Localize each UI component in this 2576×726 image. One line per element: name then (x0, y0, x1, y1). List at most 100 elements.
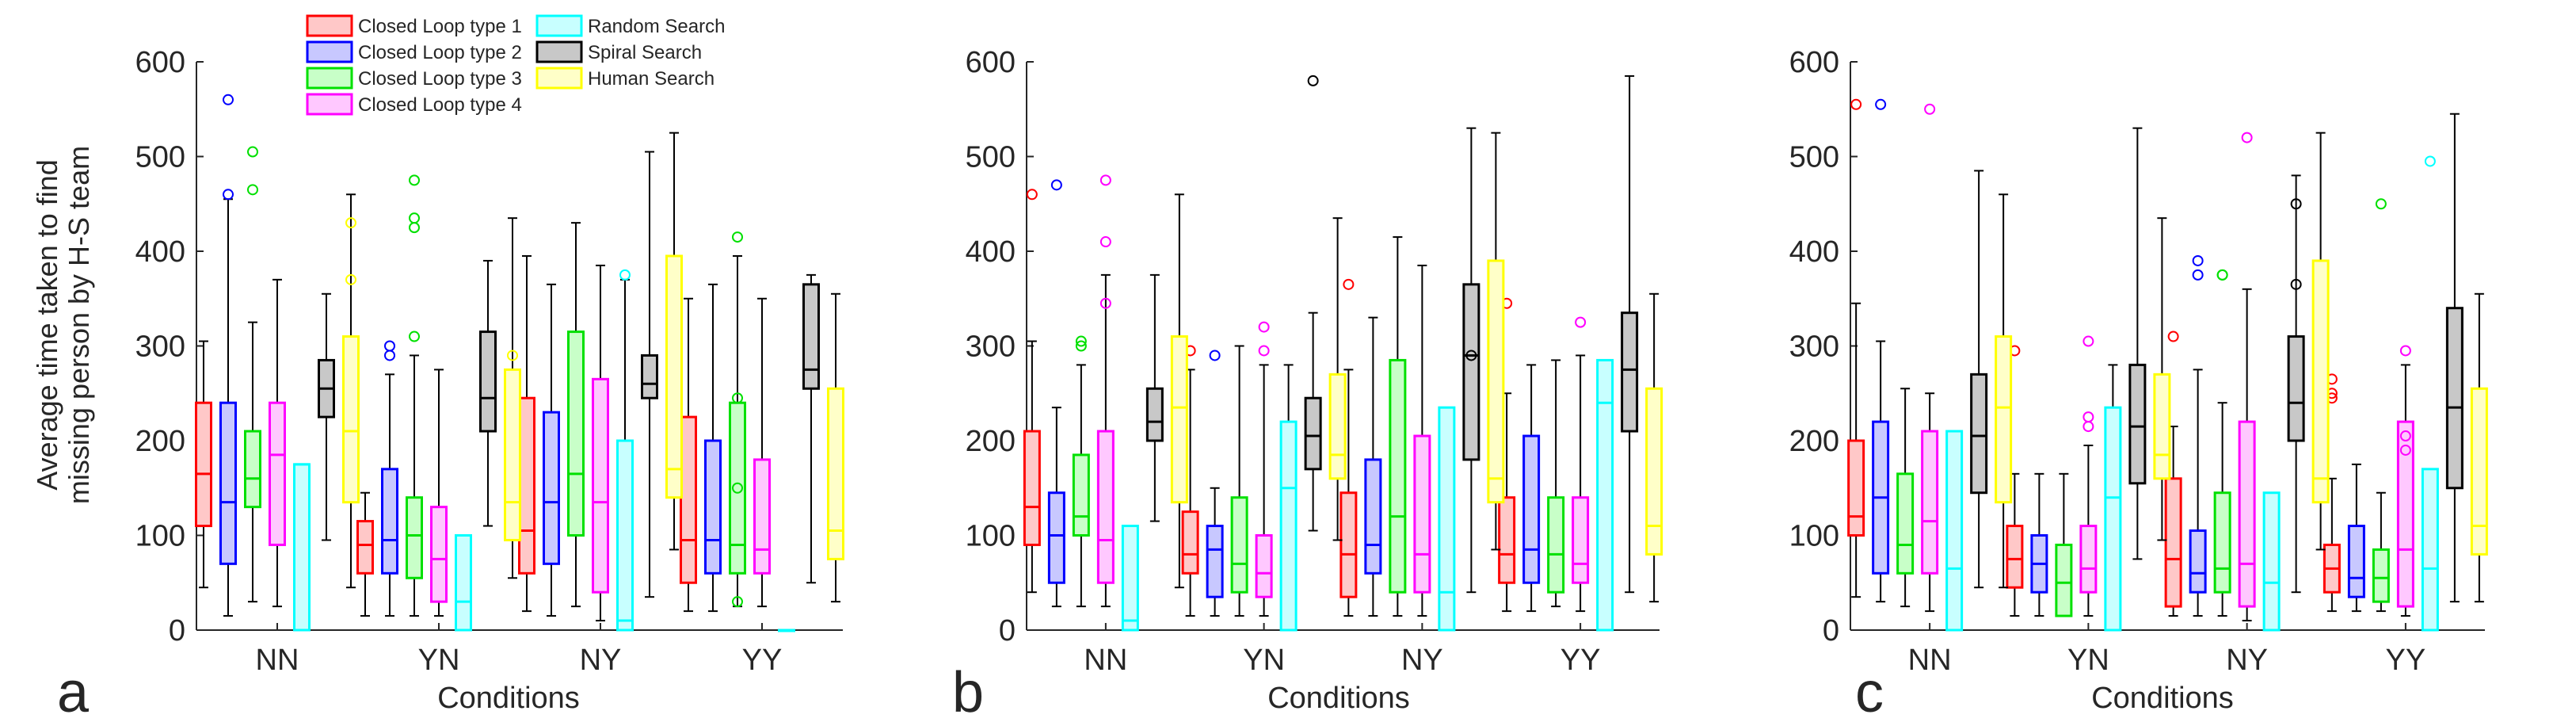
box-body (1596, 358, 1614, 632)
box-body (2128, 363, 2147, 485)
box (356, 491, 374, 617)
box (1462, 127, 1480, 594)
box-body (1438, 406, 1456, 632)
y-tick-label: 400 (135, 235, 185, 269)
x-tick-label: YN (2067, 644, 2109, 677)
box (1413, 264, 1431, 617)
outlier-point (1875, 98, 1887, 110)
series-6 (1995, 132, 2488, 603)
box (2189, 254, 2207, 617)
outlier-point (732, 231, 743, 243)
legend-label: Closed Loop type 2 (358, 42, 522, 63)
box-body (2079, 525, 2098, 594)
x-tick-label: NY (2226, 644, 2268, 677)
y-tick-label: 600 (1789, 46, 1839, 79)
y-tick-label: 200 (135, 425, 185, 458)
x-tick-label: YN (418, 644, 460, 677)
box (2470, 292, 2488, 603)
series-5 (1970, 113, 2464, 603)
outlier-point (2290, 198, 2302, 210)
y-tick-label: 200 (966, 425, 1016, 458)
box (1230, 345, 1248, 617)
box (778, 629, 795, 632)
y-tick-label: 300 (135, 331, 185, 364)
box-body (1462, 283, 1480, 461)
outlier-point (507, 350, 518, 361)
outlier-point (1099, 236, 1111, 248)
outlier-point (2290, 278, 2302, 290)
outlier-point (223, 189, 234, 201)
outlier-point (247, 146, 258, 158)
x-tick-label: YY (1560, 644, 1601, 677)
box-body (1279, 420, 1298, 632)
box (479, 259, 497, 527)
box (2030, 472, 2048, 617)
box (1047, 179, 1065, 608)
box (1621, 75, 1639, 594)
box (342, 56, 360, 589)
outlier-point (1026, 189, 1038, 201)
outlier-point (1209, 350, 1221, 361)
outlier-point (409, 174, 420, 186)
legend-label: Spiral Search (588, 42, 702, 63)
box-body (2006, 525, 2024, 589)
outlier-point (2399, 345, 2411, 357)
box (406, 174, 423, 617)
box (2396, 345, 2414, 617)
box (1645, 292, 1663, 603)
box-body (2470, 387, 2488, 556)
box-body (1921, 430, 1939, 575)
outlier-point (345, 273, 356, 285)
box (2287, 174, 2305, 594)
y-tick-label: 200 (1789, 425, 1839, 458)
box-body (680, 415, 697, 584)
panel-a: 0 100 200 300 400 500 600 NN YN NY YY (135, 46, 844, 677)
box-body (1230, 496, 1248, 594)
box (504, 217, 521, 579)
legend-label: Closed Loop type 1 (358, 16, 522, 37)
outlier-point (1099, 297, 1111, 309)
box-body (1328, 373, 1347, 480)
y-tick-label: 0 (169, 614, 185, 648)
panel-b: 0 100 200 300 400 500 600 NN YN NY YY (966, 46, 1663, 677)
outlier-point (2375, 198, 2387, 210)
box-body (455, 534, 472, 632)
box (1255, 321, 1273, 617)
box (2164, 331, 2182, 617)
legend-item: Closed Loop type 1 (306, 14, 522, 37)
y-tick-label: 0 (1823, 614, 1839, 648)
box (2153, 217, 2171, 541)
outlier-point (1258, 321, 1270, 333)
box (1328, 217, 1347, 541)
box (1181, 345, 1199, 617)
box-body (543, 411, 560, 565)
y-tick-label: 600 (135, 46, 185, 79)
box-body (1023, 430, 1041, 546)
box-body (753, 458, 771, 575)
series-5 (1145, 75, 1639, 594)
box (1970, 170, 1988, 589)
outlier-point (2399, 430, 2411, 442)
panel-c: 0 100 200 300 400 500 600 NN YN NY YY (1789, 46, 2488, 677)
y-tick-label: 500 (966, 141, 1016, 174)
y-axis-label-line2: missing person by H-S team (63, 146, 95, 504)
box (430, 369, 448, 617)
box (2006, 345, 2024, 617)
box-body (567, 331, 585, 537)
box (2262, 491, 2281, 632)
box-body (2311, 259, 2330, 504)
y-tick-label: 100 (135, 520, 185, 553)
x-tick-label: NN (1908, 644, 1952, 677)
box-body (269, 401, 286, 546)
panel-label-c: c (1855, 661, 1884, 722)
box-body (1498, 496, 1516, 584)
series-3 (1921, 103, 2414, 622)
box (616, 269, 634, 632)
box (2372, 198, 2390, 613)
box-body (430, 506, 448, 603)
series-2 (244, 146, 746, 617)
outlier-point (732, 392, 743, 404)
outlier-point (2083, 411, 2094, 423)
box-body (2238, 420, 2256, 608)
box (318, 292, 335, 541)
